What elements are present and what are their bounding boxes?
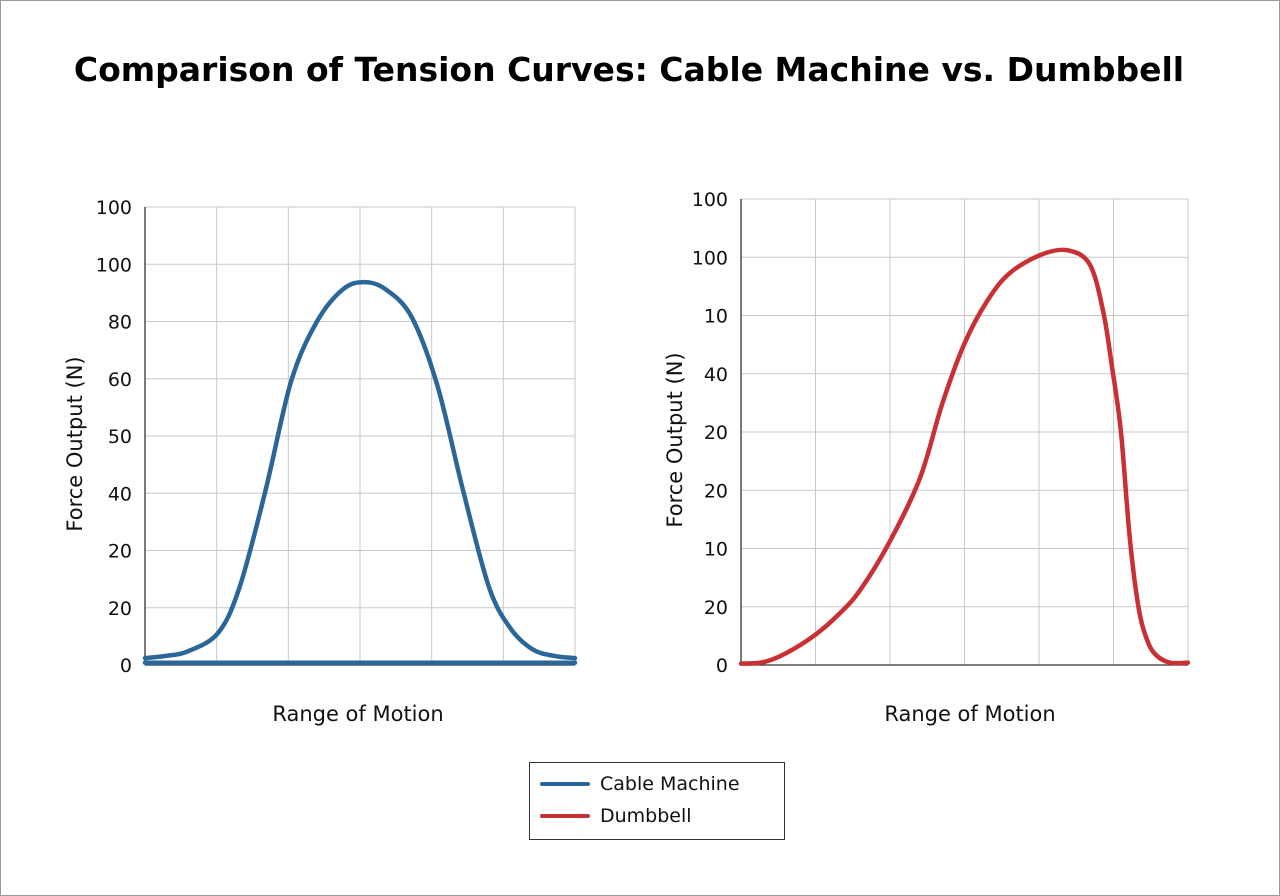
legend-label: Dumbbell — [600, 805, 692, 827]
y-axis-label: Force Output (N) — [63, 356, 87, 531]
legend-item-dumbbell: Dumbbell — [540, 805, 692, 827]
y-tick-label: 40 — [704, 364, 728, 386]
x-axis-label: Range of Motion — [272, 702, 443, 726]
y-tick-label: 20 — [108, 541, 132, 563]
y-tick-label: 20 — [704, 480, 728, 502]
y-tick-label: 100 — [692, 189, 728, 211]
series-line-cable-machine — [142, 279, 578, 661]
y-tick-label: 50 — [108, 426, 132, 448]
chart-2: 0 20 10 20 20 40 10 100 100 Range of Motion Force … — [663, 189, 1191, 726]
y-tick-label: 100 — [692, 247, 728, 269]
chart-title: Comparison of Tension Curves: Cable Mach… — [73, 50, 1185, 89]
legend-swatch-dumbbell — [540, 814, 590, 818]
y-tick-label: 20 — [108, 598, 132, 620]
y-tick-label: 20 — [704, 422, 728, 444]
y-tick-label: 60 — [108, 369, 132, 391]
legend-item-cable-machine: Cable Machine — [540, 773, 740, 795]
y-tick-label: 0 — [120, 655, 132, 677]
y-tick-label: 100 — [96, 254, 132, 276]
y-tick-label: 100 — [96, 197, 132, 219]
legend-label: Cable Machine — [600, 773, 740, 795]
legend-swatch-cable-machine — [540, 782, 590, 786]
y-tick-label: 20 — [704, 597, 728, 619]
series-line-dumbbell — [738, 247, 1191, 666]
y-tick-label: 10 — [704, 306, 728, 328]
chart-1: 0 20 20 40 50 60 80 100 100 Range of Motion Force … — [63, 197, 578, 726]
y-axis-label: Force Output (N) — [663, 352, 687, 527]
y-tick-label: 10 — [704, 539, 728, 561]
y-tick-label: 40 — [108, 483, 132, 505]
x-axis-label: Range of Motion — [884, 702, 1055, 726]
legend: Cable Machine Dumbbell — [529, 762, 785, 840]
y-tick-label: 80 — [108, 312, 132, 334]
y-tick-label: 0 — [716, 655, 728, 677]
